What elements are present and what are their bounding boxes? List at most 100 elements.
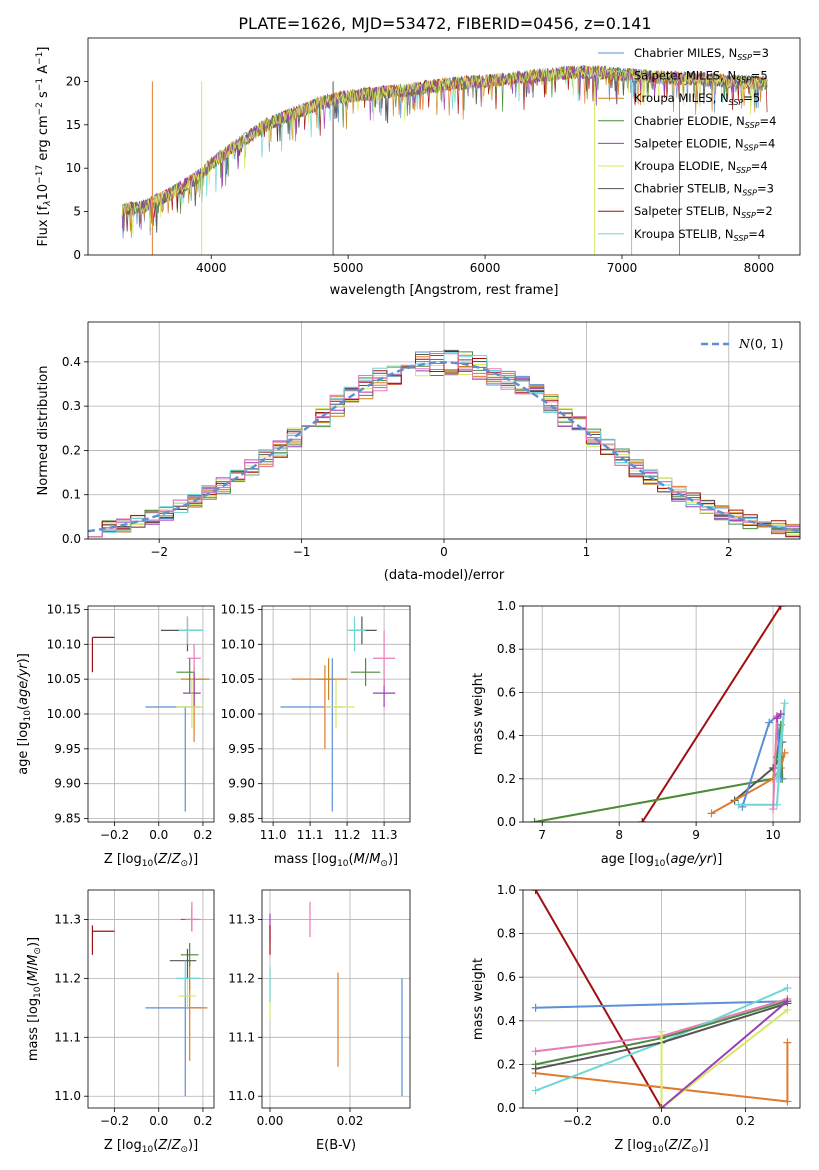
y-tick-label: 15 [66,118,81,132]
y-tick-label: 0.2 [497,1057,516,1071]
y-tick-label: 10.15 [221,602,255,616]
error-bars [280,616,396,812]
axes-frame [87,37,801,256]
weight-marker [531,1003,540,1012]
y-tick-label: 0.8 [497,642,516,656]
weight-line [738,703,786,806]
weight-marker [531,1047,540,1056]
y-tick-label: 0.4 [497,1014,516,1028]
x-tick-label: 0.0 [652,1114,671,1128]
weight-marker [780,699,789,708]
y-tick-label: 0.3 [62,399,81,413]
x-tick-label: 7000 [607,261,638,275]
weight-marker [531,890,540,894]
x-tick-label: −0.2 [100,1114,129,1128]
y-tick-label: 11.3 [54,912,81,926]
residuals-panel: −2 −1 0 1 2 0.0 0.1 0.2 0.3 0.4 N(0, 1) (data-model… [36,321,801,583]
y-tick-label: 0.8 [497,927,516,941]
x-tick-label: 6000 [470,261,501,275]
x-tick-label: 5000 [333,261,364,275]
y-tick-label: 11.3 [228,912,255,926]
weight-marker [780,748,789,757]
x-tick-label: 11.3 [371,828,398,842]
weight-line [741,714,782,808]
x-axis-label: E(B-V) [316,1138,356,1153]
y-axis-label: Normed distribution [36,366,51,496]
error-bars [269,901,403,1097]
y-tick-label: 1.0 [497,883,516,897]
mass-vs-z-panel: −0.2 0.0 0.2 11.0 11.1 11.2 11.3 Z [log10(Z/Z⊙)… [26,889,215,1155]
x-tick-label: 0.00 [257,1114,284,1128]
weight-line [660,1009,789,1108]
legend-entry: Chabrier ELODIE, NSSP=4 [634,114,776,130]
weight-lines [530,606,789,822]
x-tick-label: −0.2 [563,1114,592,1128]
y-tick-label: 0.1 [62,488,81,502]
weight-line [535,1000,788,1009]
legend-entry: Salpeter STELIB, NSSP=2 [634,204,773,220]
weight-marker [783,1005,792,1014]
axes-frame [87,605,215,823]
y-tick-label: 10.05 [221,672,255,686]
y-axis-label: mass weight [471,958,486,1040]
y-tick-label: 0.2 [497,772,516,786]
x-tick-label: 11.0 [260,828,287,842]
y-tick-label: 10.00 [221,707,255,721]
y-tick-label: 9.90 [54,777,81,791]
legend-entry: Kroupa ELODIE, NSSP=4 [634,159,768,175]
y-tick-label: 10.10 [47,637,81,651]
x-axis-label: age [log10(age/yr)] [601,852,723,869]
weight-marker [776,606,785,610]
y-tick-label: 0.0 [62,532,81,546]
y-tick-label: 11.0 [228,1089,255,1103]
x-axis-label: mass [log10(M/M⊙)] [274,852,398,869]
weight-line [641,606,782,822]
y-tick-label: 9.90 [228,777,255,791]
y-axis-label: mass [log10(M/M⊙)] [26,937,43,1061]
y-tick-label: 11.1 [54,1030,81,1044]
y-tick-label: 0.4 [497,729,516,743]
y-tick-label: 0.2 [62,443,81,457]
x-tick-label: 0.0 [149,1114,168,1128]
x-axis-label: Z [log10(Z/Z⊙)] [614,1138,708,1155]
y-tick-label: 11.0 [54,1089,81,1103]
weight-marker [531,1086,540,1095]
y-axis-label: Flux [fλ10−17 erg cm−2 s−1 A−1] [35,47,53,247]
error-bars [91,616,210,812]
x-tick-label: 2 [725,545,733,559]
x-tick-label: 0.02 [337,1114,364,1128]
y-tick-label: 1.0 [497,599,516,613]
x-tick-label: 7 [538,828,546,842]
weight-marker [772,714,781,723]
y-tick-label: 9.95 [228,742,255,756]
x-axis-label: (data-model)/error [384,568,505,583]
y-tick-label: 9.95 [54,742,81,756]
y-axis-label: mass weight [471,673,486,755]
x-tick-label: 10 [765,828,780,842]
y-tick-label: 11.2 [54,971,81,985]
axes-frame [261,889,411,1109]
y-tick-label: 11.1 [228,1030,255,1044]
mw-vs-age-panel: 7 8 9 10 0.0 0.2 0.4 0.6 0.8 1.0 mass weight age [l… [471,599,801,869]
x-tick-label: 8000 [744,261,775,275]
mass-vs-ebv-panel: 0.00 0.02 11.0 11.1 11.2 11.3 E(B-V) [228,889,411,1153]
weight-marker [769,805,778,814]
y-tick-label: 10.15 [47,602,81,616]
weight-lines [531,890,792,1108]
weight-marker [776,710,785,718]
gaussian-curve [88,361,800,533]
weight-marker [657,1104,666,1108]
age-vs-mass-panel: 11.0 11.1 11.2 11.3 9.85 9.90 9.95 10.00 10.05 10… [221,602,411,869]
weight-marker [530,818,539,822]
x-axis-label: wavelength [Angstrom, rest frame] [330,283,559,298]
spectrum-panel: 4000 5000 6000 7000 8000 0 5 10 15 20 Chabrier MIL… [35,37,801,298]
axes-frame [87,321,801,540]
y-tick-label: 20 [66,74,81,88]
axes-frame [87,889,215,1109]
y-tick-label: 10.05 [47,672,81,686]
weight-line [776,713,782,719]
legend-entry: Kroupa STELIB, NSSP=4 [634,227,765,243]
legend-entry: Salpeter ELODIE, NSSP=4 [634,136,775,152]
y-tick-label: 5 [73,205,81,219]
legend-entry: Chabrier MILES, NSSP=3 [634,46,769,62]
